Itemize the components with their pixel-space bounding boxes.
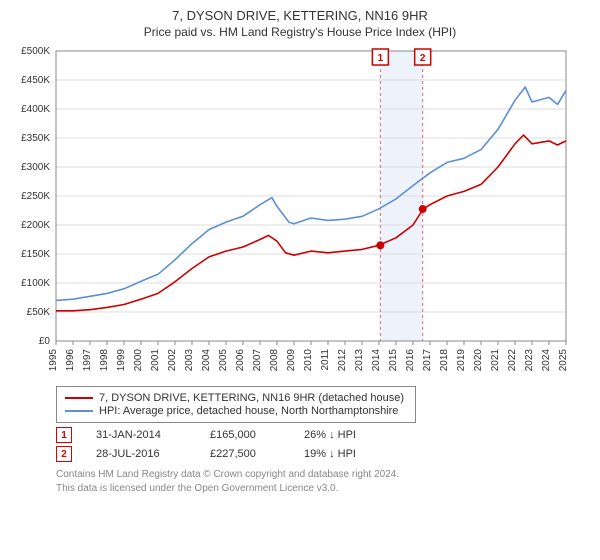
transaction-date: 28-JUL-2016 [96,448,186,460]
chart-title: 7, DYSON DRIVE, KETTERING, NN16 9HR [12,8,588,23]
svg-text:2019: 2019 [456,349,467,372]
svg-text:2001: 2001 [150,349,161,372]
svg-text:£0: £0 [39,336,51,347]
transaction-delta: 19% ↓ HPI [304,448,356,460]
svg-text:2012: 2012 [337,349,348,372]
legend-item-hpi: HPI: Average price, detached house, Nort… [65,405,407,417]
line-chart: £0 £50K £100K £150K £200K £250K £300K £350K £400… [12,45,572,380]
transaction-price: £227,500 [210,448,280,460]
svg-text:2007: 2007 [252,349,263,372]
chart-area: £0 £50K £100K £150K £200K £250K £300K £350K £400… [12,45,588,380]
legend-swatch-hpi [65,410,93,412]
transaction-delta: 26% ↓ HPI [304,429,356,441]
legend-item-property: 7, DYSON DRIVE, KETTERING, NN16 9HR (det… [65,392,407,404]
svg-text:2004: 2004 [201,349,212,372]
svg-text:2010: 2010 [303,349,314,372]
svg-text:2008: 2008 [269,349,280,372]
attribution-line: This data is licensed under the Open Gov… [56,482,588,496]
svg-text:2022: 2022 [507,349,518,372]
svg-text:2006: 2006 [235,349,246,372]
svg-text:2009: 2009 [286,349,297,372]
svg-text:£50K: £50K [27,307,51,318]
svg-text:2024: 2024 [541,349,552,372]
transaction-row: 1 31-JAN-2014 £165,000 26% ↓ HPI [56,427,588,443]
legend: 7, DYSON DRIVE, KETTERING, NN16 9HR (det… [56,386,416,423]
svg-text:1997: 1997 [82,349,93,372]
transaction-badge: 1 [56,427,72,443]
svg-text:£500K: £500K [21,46,50,57]
svg-text:2017: 2017 [422,349,433,372]
transaction-list: 1 31-JAN-2014 £165,000 26% ↓ HPI 2 28-JU… [56,427,588,462]
svg-text:2016: 2016 [405,349,416,372]
legend-label: 7, DYSON DRIVE, KETTERING, NN16 9HR (det… [99,392,404,404]
transaction-price: £165,000 [210,429,280,441]
svg-text:2002: 2002 [167,349,178,372]
transaction-row: 2 28-JUL-2016 £227,500 19% ↓ HPI [56,446,588,462]
svg-text:1995: 1995 [48,349,59,372]
svg-text:2021: 2021 [490,349,501,372]
svg-text:1: 1 [378,53,384,64]
svg-text:2014: 2014 [371,349,382,372]
attribution: Contains HM Land Registry data © Crown c… [56,468,588,495]
legend-label: HPI: Average price, detached house, Nort… [99,405,398,417]
transaction-badge: 2 [56,446,72,462]
svg-text:2011: 2011 [320,349,331,371]
svg-text:1998: 1998 [99,349,110,372]
chart-subtitle: Price paid vs. HM Land Registry's House … [12,25,588,39]
svg-text:£250K: £250K [21,191,50,202]
svg-text:2: 2 [420,53,426,64]
svg-text:2005: 2005 [218,349,229,372]
svg-text:2025: 2025 [558,349,569,372]
svg-text:2018: 2018 [439,349,450,372]
svg-text:2003: 2003 [184,349,195,372]
svg-text:£450K: £450K [21,75,50,86]
svg-text:£100K: £100K [21,278,50,289]
svg-text:2013: 2013 [354,349,365,372]
transaction-date: 31-JAN-2014 [96,429,186,441]
attribution-line: Contains HM Land Registry data © Crown c… [56,468,588,482]
legend-swatch-property [65,397,93,399]
svg-text:1996: 1996 [65,349,76,372]
svg-text:£200K: £200K [21,220,50,231]
svg-text:2020: 2020 [473,349,484,372]
svg-text:2023: 2023 [524,349,535,372]
svg-text:£150K: £150K [21,249,50,260]
svg-text:2015: 2015 [388,349,399,372]
svg-text:£300K: £300K [21,162,50,173]
svg-text:£400K: £400K [21,104,50,115]
svg-text:1999: 1999 [116,349,127,372]
svg-text:£350K: £350K [21,133,50,144]
svg-text:2000: 2000 [133,349,144,372]
